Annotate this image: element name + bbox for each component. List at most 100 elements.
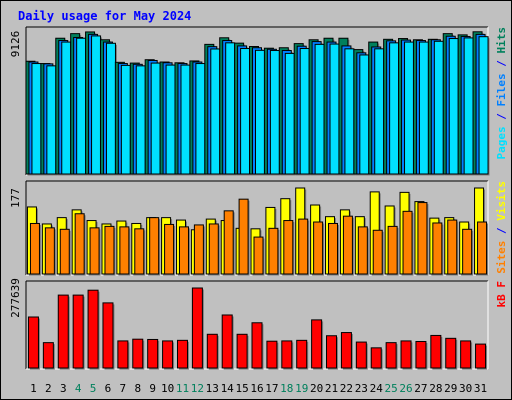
panel-series-label: Sites / Visits — [495, 181, 508, 274]
series-label-text: Sites / Visits — [495, 181, 508, 274]
bar-pages-day-10 — [165, 64, 176, 175]
bar-kb-f-day-21 — [326, 335, 338, 369]
bar-kb-f-day-25 — [385, 342, 397, 369]
bar-sites-day-14 — [223, 210, 234, 275]
bar-sites-day-26 — [402, 210, 413, 275]
bar-sites-day-7 — [119, 226, 130, 275]
bar-sites-day-30 — [462, 228, 473, 275]
bar-sites-day-17 — [268, 227, 279, 275]
day-label-21: 21 — [325, 382, 338, 395]
panel-volume: 277639 kB F — [9, 278, 508, 370]
day-label-7: 7 — [120, 382, 127, 395]
bar-sites-day-28 — [432, 222, 443, 275]
bar-pages-day-8 — [135, 65, 146, 175]
bar-sites-day-9 — [149, 217, 160, 275]
bar-pages-day-11 — [180, 64, 191, 175]
bar-sites-day-6 — [104, 225, 115, 275]
bar-pages-day-27 — [418, 41, 429, 175]
bar-pages-day-4 — [76, 37, 87, 175]
bar-kb-f-day-6 — [102, 302, 114, 369]
bar-pages-day-25 — [389, 42, 400, 175]
bar-kb-f-day-28 — [430, 334, 442, 369]
bar-sites-day-4 — [74, 213, 85, 275]
day-label-4: 4 — [75, 382, 82, 395]
series-label-text: kB F — [495, 281, 508, 308]
bar-kb-f-day-5 — [87, 289, 99, 369]
bar-sites-day-25 — [387, 225, 398, 275]
bar-kb-f-day-15 — [236, 333, 248, 369]
bar-kb-f-day-29 — [445, 337, 457, 369]
bar-kb-f-day-14 — [221, 314, 233, 369]
day-label-20: 20 — [310, 382, 323, 395]
bar-pages-day-5 — [91, 35, 102, 175]
day-label-24: 24 — [370, 382, 384, 395]
panel-series-label: Pages / Files / Hits — [495, 27, 508, 160]
day-label-17: 17 — [265, 382, 278, 395]
bar-pages-day-26 — [404, 41, 415, 175]
day-label-31: 31 — [474, 382, 487, 395]
bar-kb-f-day-17 — [266, 340, 278, 369]
day-label-8: 8 — [134, 382, 141, 395]
bar-sites-day-24 — [372, 229, 383, 275]
bar-pages-day-13 — [210, 48, 221, 175]
series-label-part: kB F — [495, 281, 508, 308]
day-label-14: 14 — [221, 382, 235, 395]
bar-sites-day-10 — [164, 223, 175, 275]
bar-sites-day-16 — [253, 236, 264, 275]
bar-pages-day-9 — [150, 62, 161, 175]
bar-kb-f-day-27 — [415, 340, 427, 369]
chart-title: Daily usage for May 2024 — [18, 9, 191, 23]
day-label-23: 23 — [355, 382, 368, 395]
day-label-29: 29 — [444, 382, 457, 395]
day-label-25: 25 — [385, 382, 398, 395]
day-label-6: 6 — [105, 382, 112, 395]
day-label-10: 10 — [161, 382, 174, 395]
bar-pages-day-19 — [299, 48, 310, 175]
bar-pages-day-20 — [314, 43, 325, 175]
bar-sites-day-2 — [44, 227, 55, 275]
bar-sites-day-13 — [208, 223, 219, 275]
x-axis-day-labels: 1 2 3 4 5 6 7 8 9 10 11 12 13 14 15 16 17 18 19 20 21 22 23 24 2… — [30, 382, 487, 395]
bar-sites-day-8 — [134, 228, 145, 275]
bar-kb-f-day-24 — [370, 347, 382, 369]
panel-max-label: 277639 — [9, 278, 22, 318]
bar-sites-day-15 — [238, 198, 249, 275]
day-label-16: 16 — [250, 382, 263, 395]
day-label-19: 19 — [295, 382, 308, 395]
bar-kb-f-day-12 — [191, 287, 203, 369]
day-label-26: 26 — [399, 382, 412, 395]
series-label-part: Files — [495, 73, 508, 106]
day-label-27: 27 — [414, 382, 427, 395]
bar-sites-day-19 — [298, 218, 309, 275]
series-label-text: Pages / Files / Hits — [495, 27, 508, 160]
bar-pages-day-14 — [225, 42, 236, 175]
bar-pages-day-31 — [478, 36, 489, 175]
day-label-12: 12 — [191, 382, 204, 395]
bar-sites-day-20 — [313, 221, 324, 275]
bar-sites-day-29 — [447, 219, 458, 275]
bar-pages-day-22 — [344, 48, 355, 175]
bar-pages-day-3 — [61, 41, 72, 175]
bar-kb-f-day-31 — [475, 343, 487, 369]
bar-kb-f-day-3 — [57, 294, 69, 369]
day-label-11: 11 — [176, 382, 189, 395]
bar-kb-f-day-20 — [311, 319, 323, 369]
bar-pages-day-16 — [255, 49, 265, 175]
bar-kb-f-day-13 — [206, 333, 218, 369]
bar-kb-f-day-23 — [355, 341, 367, 369]
bar-kb-f-day-18 — [281, 340, 293, 369]
bar-pages-day-7 — [120, 64, 131, 175]
bar-kb-f-day-9 — [147, 338, 159, 369]
day-label-28: 28 — [429, 382, 442, 395]
series-label-part: Hits — [495, 27, 508, 54]
bar-pages-day-15 — [240, 48, 251, 175]
bar-pages-day-6 — [105, 42, 116, 175]
bar-sites-day-12 — [193, 224, 204, 275]
series-label-part: Visits — [495, 181, 508, 221]
day-label-1: 1 — [30, 382, 37, 395]
bar-sites-day-21 — [328, 222, 339, 275]
bar-sites-day-27 — [417, 202, 428, 275]
bar-pages-day-1 — [31, 63, 42, 175]
bar-kb-f-day-11 — [176, 339, 188, 369]
